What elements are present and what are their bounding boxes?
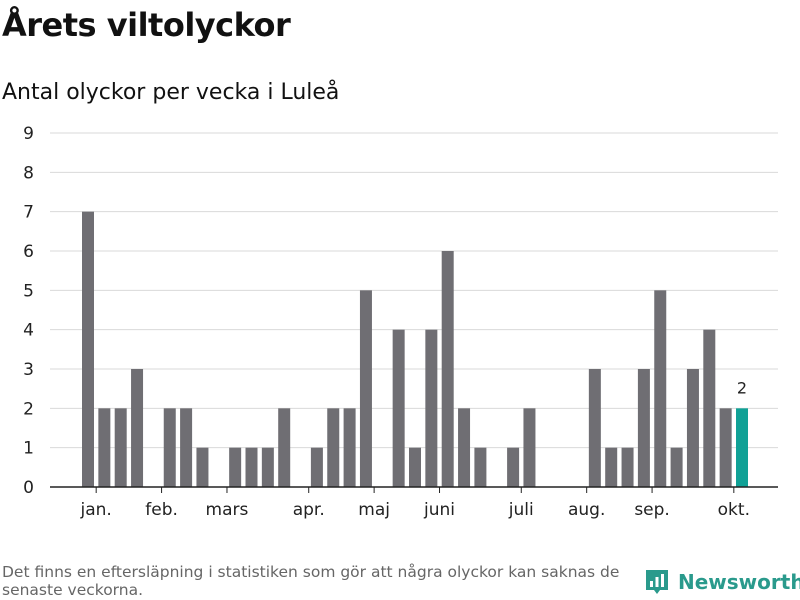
x-tick-label: mars	[206, 500, 249, 520]
bar	[425, 329, 438, 487]
x-tick-label: feb.	[145, 500, 178, 520]
bar	[229, 447, 242, 487]
y-tick-label: 0	[23, 478, 34, 498]
brand[interactable]: Newsworthy	[644, 568, 800, 596]
x-tick-label: maj	[358, 500, 390, 520]
chart-subtitle: Antal olyckor per vecka i Luleå	[2, 80, 340, 105]
bar	[588, 369, 601, 487]
bar	[654, 290, 667, 487]
bar	[392, 329, 405, 487]
footnote: Det finns en eftersläpning i statistiken…	[2, 563, 620, 599]
bar	[82, 211, 94, 487]
bar	[703, 329, 716, 487]
bar	[409, 447, 421, 487]
x-tick-label: apr.	[293, 500, 325, 520]
y-tick-label: 3	[23, 360, 34, 380]
x-tick-label: juli	[508, 500, 534, 520]
chart-title: Årets viltolyckor	[2, 6, 291, 44]
bar-chart: 0 1 2 3 4 5 6 7 8 9 2 jan. feb. mars apr. maj juni juli au…	[23, 124, 778, 520]
bar	[98, 408, 111, 487]
y-tick-label: 1	[23, 439, 34, 459]
bar	[474, 447, 487, 487]
x-tick-label: juni	[423, 500, 455, 520]
bar	[196, 447, 209, 487]
bar	[621, 447, 634, 487]
y-tick-label: 6	[23, 242, 34, 262]
y-tick-label: 5	[23, 281, 34, 301]
data-label: 2	[737, 378, 747, 397]
bar	[114, 408, 127, 487]
bar	[359, 290, 372, 487]
x-tick-label: aug.	[568, 500, 605, 520]
bar	[180, 408, 193, 487]
newsworthy-logo-icon	[646, 570, 668, 594]
bar	[327, 408, 340, 487]
bar	[310, 447, 323, 487]
bar	[343, 408, 356, 487]
bar	[507, 447, 520, 487]
y-tick-label: 9	[23, 124, 34, 144]
bar	[736, 408, 748, 487]
x-tick-label: jan.	[80, 500, 112, 520]
bar	[458, 408, 471, 487]
bar	[637, 369, 650, 487]
bar	[686, 369, 699, 487]
bar	[441, 251, 454, 487]
bar	[605, 447, 618, 487]
bar	[278, 408, 291, 487]
bar	[163, 408, 176, 487]
bar	[131, 369, 144, 487]
y-tick-label: 2	[23, 399, 34, 419]
brand-name: Newsworthy	[678, 570, 800, 594]
y-tick-label: 7	[23, 203, 34, 223]
y-tick-label: 4	[23, 321, 34, 341]
bar	[719, 408, 732, 487]
bar	[261, 447, 274, 487]
bar	[523, 408, 536, 487]
bar	[245, 447, 258, 487]
x-tick-label: sep.	[634, 500, 670, 520]
bar	[670, 447, 683, 487]
y-tick-label: 8	[23, 163, 34, 183]
x-tick-label: okt.	[718, 500, 750, 520]
